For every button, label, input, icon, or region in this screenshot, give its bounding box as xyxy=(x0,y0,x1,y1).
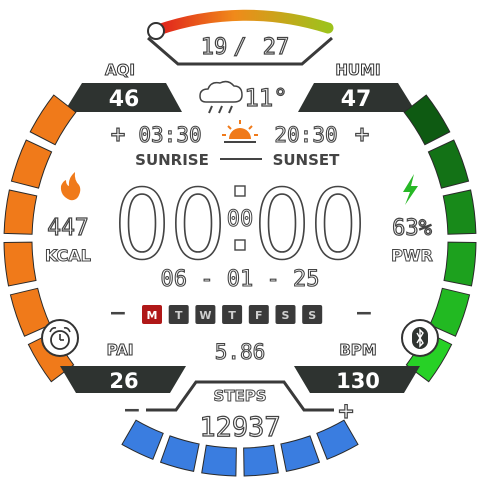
calories-gauge-segment xyxy=(11,140,51,188)
alarm-clock-icon[interactable] xyxy=(42,320,78,356)
aqi-label: AQI xyxy=(105,61,135,79)
time-seconds: 00 xyxy=(227,207,254,232)
bpm-value: 130 xyxy=(336,369,380,393)
pai-label: PAI xyxy=(107,341,134,359)
date: 06 - 01 - 25 xyxy=(161,267,320,292)
sunrise-time: 03:30 xyxy=(138,123,201,147)
battery-gauge-segment xyxy=(428,140,468,188)
weekday-0: M xyxy=(142,305,162,324)
steps-gauge-segment xyxy=(122,420,163,459)
steps-gauge-segment xyxy=(244,445,279,476)
temp-low: 19 xyxy=(201,35,228,60)
calories-value: 447 xyxy=(47,215,89,241)
steps-gauge-segment xyxy=(161,436,200,472)
cloud-rain-sun-icon xyxy=(200,82,242,113)
battery-plus[interactable]: + xyxy=(354,122,371,146)
weekday-letter: W xyxy=(199,309,211,322)
lightning-icon xyxy=(403,174,418,205)
weekday-5: S xyxy=(276,305,296,324)
temp-separator: / xyxy=(233,35,246,60)
humidity-label: HUMI xyxy=(335,61,380,79)
time-colon-bottom xyxy=(235,240,245,250)
distance-value: 5.86 xyxy=(215,340,266,364)
aqi-panel[interactable]: 46 xyxy=(64,83,182,112)
weekday-3: T xyxy=(222,305,242,324)
steps-minus[interactable]: − xyxy=(123,398,141,423)
calories-gauge-segment xyxy=(4,190,37,234)
steps-gauge-segment xyxy=(281,436,320,472)
time-minutes: 00 xyxy=(254,169,366,281)
battery-minus[interactable]: − xyxy=(355,301,373,326)
weekday-1: T xyxy=(169,305,189,324)
weekday-letter: S xyxy=(308,309,316,322)
weekday-letter: F xyxy=(255,309,263,322)
weekday-6: S xyxy=(302,305,322,324)
bpm-panel[interactable]: 130 xyxy=(294,366,420,393)
steps-gauge-segment xyxy=(317,420,358,459)
steps-plus[interactable]: + xyxy=(337,399,355,423)
flame-icon xyxy=(61,172,80,200)
steps-value: 12937 xyxy=(199,412,280,443)
calories-plus[interactable]: + xyxy=(110,122,127,146)
temperature-range: 19 / 27 xyxy=(201,35,290,60)
time-display: 00 00 00 xyxy=(114,169,366,281)
pai-value: 26 xyxy=(109,369,138,393)
time-hours: 00 xyxy=(114,169,226,281)
battery-value: 63% xyxy=(392,216,432,241)
calories-unit: KCAL xyxy=(45,246,91,265)
weather[interactable]: 11° xyxy=(200,82,288,113)
weekday-letter: S xyxy=(282,309,290,322)
sunset-label: SUNSET xyxy=(273,151,341,169)
sunrise-icon xyxy=(222,120,258,142)
weekday-letter: T xyxy=(228,309,236,322)
battery-gauge-segment xyxy=(443,190,476,234)
battery-unit: PWR xyxy=(391,246,433,265)
humidity-panel[interactable]: 47 xyxy=(298,83,416,112)
sunset-time: 20:30 xyxy=(274,123,337,147)
calories-gauge-segment xyxy=(30,95,76,145)
temp-high: 27 xyxy=(263,35,290,60)
aqi-value: 46 xyxy=(109,87,140,112)
temperature-gauge-arc xyxy=(158,15,328,30)
weekday-letter: M xyxy=(147,309,158,322)
weekday-letter: T xyxy=(175,309,183,322)
weekday-2: W xyxy=(195,305,215,324)
weekday-4: F xyxy=(249,305,269,324)
weather-temperature: 11° xyxy=(244,84,287,112)
calories-gauge-segment xyxy=(4,242,36,286)
sunrise-label: SUNRISE xyxy=(135,151,209,169)
calories-minus[interactable]: − xyxy=(109,301,127,326)
battery-gauge-segment xyxy=(444,242,476,286)
battery-gauge-segment xyxy=(404,95,450,145)
time-colon-top xyxy=(235,186,245,196)
steps-gauge-segment xyxy=(202,445,237,476)
pai-panel[interactable]: 26 xyxy=(60,366,186,393)
temperature-gauge-indicator xyxy=(148,23,164,39)
humidity-value: 47 xyxy=(341,87,372,112)
bpm-label: BPM xyxy=(339,341,376,359)
steps-label: STEPS xyxy=(213,387,266,405)
bluetooth-icon[interactable] xyxy=(402,320,438,356)
